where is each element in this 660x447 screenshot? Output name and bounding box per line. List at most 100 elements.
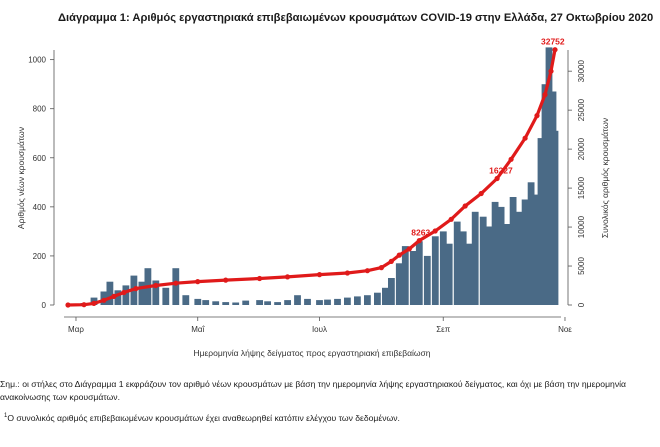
bar-47 <box>485 226 493 305</box>
bar-17 <box>232 302 240 305</box>
cumulative-point-8 <box>173 280 179 286</box>
bar-7 <box>138 281 146 305</box>
bar-44 <box>465 243 473 305</box>
bar-35 <box>401 246 409 305</box>
bar-13 <box>194 298 202 305</box>
bar-19 <box>256 300 263 305</box>
cumulative-point-25 <box>494 175 500 182</box>
x-tick-label-2: Ιουλ <box>312 325 327 334</box>
bar-22 <box>284 300 291 305</box>
cumulative-point-19 <box>406 246 412 252</box>
bar-9 <box>152 280 160 305</box>
bar-39 <box>431 236 439 305</box>
bar-12 <box>182 295 190 305</box>
bar-23 <box>294 295 301 305</box>
cumulative-point-17 <box>388 258 394 264</box>
left-tick-label-0: 0 <box>42 301 47 310</box>
cumulative-point-10 <box>223 277 229 283</box>
cumulative-point-12 <box>284 274 291 280</box>
bar-4 <box>114 290 122 305</box>
cumulative-point-24 <box>478 190 484 197</box>
right-tick-label-6: 30000 <box>577 60 586 83</box>
bar-38 <box>423 255 431 305</box>
cumulative-point-16 <box>378 265 384 271</box>
left-tick-label-2: 400 <box>33 203 47 212</box>
bar-41 <box>445 243 453 305</box>
bar-31 <box>374 292 381 305</box>
cumulative-point-0 <box>65 302 71 308</box>
bar-48 <box>491 201 499 305</box>
cumulative-point-20 <box>416 238 422 244</box>
bar-57 <box>541 84 549 305</box>
bar-24 <box>304 298 311 305</box>
cumulative-cases-line: 8263 16227 32752 <box>65 37 565 308</box>
left-tick-label-5: 1000 <box>28 56 46 65</box>
left-tick-label-3: 600 <box>33 154 47 163</box>
bar-42 <box>453 221 461 305</box>
right-tick-label-1: 5000 <box>577 257 586 275</box>
cumulative-point-30 <box>548 68 554 74</box>
bar-55 <box>533 194 541 305</box>
bar-3 <box>106 281 114 305</box>
cumulative-point-29 <box>542 92 548 98</box>
cumulative-point-18 <box>396 252 402 258</box>
cumulative-point-22 <box>448 216 454 222</box>
chart-axes: 0200400600800100005000100001500020000250… <box>16 50 610 358</box>
bar-28 <box>344 297 351 305</box>
cumulative-point-26 <box>508 156 514 162</box>
bar-25 <box>316 300 323 305</box>
cumulative-point-5 <box>121 289 127 296</box>
cumulative-label-1: 16227 <box>489 166 513 176</box>
bar-54 <box>527 182 535 305</box>
bar-56 <box>537 138 545 305</box>
x-tick-label-3: Σεπ <box>436 325 451 334</box>
right-tick-label-2: 10000 <box>577 215 586 238</box>
x-tick-label-1: Μαΐ <box>191 325 205 334</box>
bar-52 <box>515 211 523 305</box>
left-tick-label-4: 800 <box>33 105 47 114</box>
bar-21 <box>274 302 281 305</box>
right-tick-label-5: 25000 <box>577 98 586 121</box>
bar-20 <box>264 301 271 305</box>
footnote: 1Ο συνολικός αριθμός επιβεβαιωμένων κρου… <box>4 412 400 423</box>
bar-14 <box>202 300 210 305</box>
bar-5 <box>122 285 130 305</box>
bar-11 <box>172 268 180 305</box>
bar-49 <box>497 206 505 305</box>
cumulative-point-15 <box>364 268 370 274</box>
right-tick-label-4: 20000 <box>577 137 586 160</box>
bar-10 <box>162 287 170 305</box>
cumulative-point-31 <box>552 47 558 53</box>
bar-50 <box>503 224 511 305</box>
bar-37 <box>415 241 423 305</box>
bar-29 <box>354 296 361 305</box>
cumulative-label-0: 8263 <box>411 228 430 238</box>
bar-15 <box>212 301 220 305</box>
cumulative-point-1 <box>81 302 87 308</box>
bar-53 <box>521 199 529 305</box>
y-right-axis-title: Συνολικός αριθμός κρουσμάτων <box>600 118 610 238</box>
x-tick-label-4: Νοε <box>558 325 572 334</box>
left-tick-label-1: 200 <box>33 252 47 261</box>
cumulative-point-3 <box>101 297 107 303</box>
bar-46 <box>479 216 487 305</box>
cumulative-point-4 <box>111 293 117 299</box>
cumulative-point-9 <box>195 279 201 285</box>
new-cases-bars <box>80 47 559 306</box>
bar-32 <box>382 287 389 305</box>
cumulative-label-2: 32752 <box>541 37 565 47</box>
right-tick-label-0: 0 <box>577 302 586 307</box>
bar-58 <box>545 47 553 306</box>
bar-18 <box>242 300 250 305</box>
x-tick-label-0: Μαρ <box>68 325 84 334</box>
bar-30 <box>364 295 371 305</box>
bar-27 <box>334 298 341 305</box>
y-left-axis-title: Αριθμός νέων κρουσμάτων <box>16 127 26 229</box>
cumulative-point-23 <box>462 203 468 209</box>
chart-title: Διάγραμμα 1: Αριθμός εργαστηριακά επιβεβ… <box>58 12 654 24</box>
cumulative-point-11 <box>257 275 263 282</box>
bar-16 <box>222 302 230 305</box>
bar-43 <box>459 231 467 305</box>
bar-40 <box>439 231 447 305</box>
